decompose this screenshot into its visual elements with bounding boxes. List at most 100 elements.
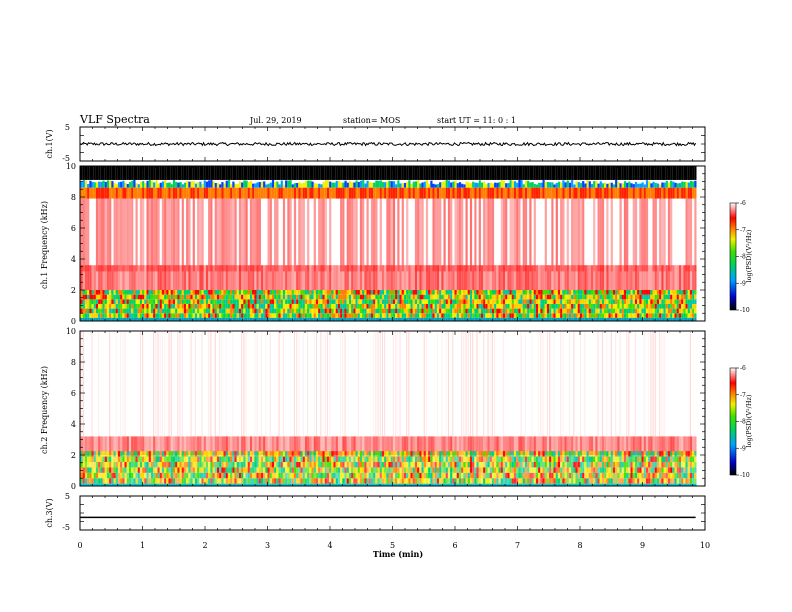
spectral-cell (322, 182, 325, 188)
spectral-cell (439, 472, 442, 479)
spectral-cell (333, 294, 336, 300)
spectral-cell (674, 166, 677, 180)
spectral-cell (280, 290, 283, 295)
spectral-cell (447, 467, 451, 473)
spectral-cell (447, 166, 451, 180)
spectral-cell (144, 299, 147, 304)
spectral-cell (190, 265, 193, 294)
spectral-cell (331, 166, 334, 180)
spectral-cell (375, 456, 378, 462)
spectral-cell (678, 187, 682, 199)
spectral-cell (95, 451, 99, 457)
spectral-cell (155, 303, 158, 309)
spectral-cell (432, 265, 435, 294)
spectral-cell (516, 166, 519, 180)
spectral-cell (194, 331, 196, 437)
spectral-cell (496, 308, 499, 314)
spectral-cell (296, 483, 299, 486)
spectral-cell (192, 303, 195, 309)
spectral-cell (373, 303, 376, 309)
spectral-cell (615, 294, 618, 300)
spectral-cell (579, 198, 583, 272)
spectral-cell (390, 198, 393, 272)
spectral-cell (208, 187, 211, 199)
spectral-cell (447, 317, 451, 321)
spectral-cell (111, 461, 114, 468)
spectral-cell (216, 456, 220, 462)
spectral-cell (443, 478, 446, 484)
spectral-cell (335, 461, 338, 468)
spectral-cell (113, 317, 116, 321)
spectral-cell (588, 187, 591, 199)
spectral-cell (432, 187, 435, 199)
spectral-cell (392, 313, 396, 318)
spectral-cell (443, 451, 446, 457)
spectral-cell (379, 308, 382, 314)
spectral-cell (626, 317, 629, 321)
spectral-cell (412, 265, 415, 294)
spectral-cell (258, 308, 261, 314)
spectral-cell (456, 183, 459, 188)
spectral-cell (379, 472, 382, 479)
spectral-cell (172, 467, 176, 473)
spectral-cell (221, 456, 224, 462)
spectral-cell (293, 299, 297, 304)
spectral-cell (164, 451, 167, 457)
spectral-cell (531, 265, 534, 294)
spectral-cell (296, 187, 299, 199)
spectral-cell (214, 290, 217, 295)
spectral-cell (115, 313, 118, 318)
spectral-cell (236, 294, 239, 300)
spectral-cell (106, 483, 110, 486)
spectral-cell (93, 182, 96, 188)
spectral-cell (685, 299, 688, 304)
spectral-cell (139, 331, 141, 437)
spectral-cell (445, 451, 448, 457)
spectral-cell (520, 303, 523, 309)
spectral-cell (452, 436, 455, 455)
spectral-cell (432, 317, 435, 321)
spectral-cell (291, 456, 294, 462)
spectral-cell (447, 472, 451, 479)
spectral-cell (370, 313, 374, 318)
spectral-cell (588, 265, 591, 294)
spectral-cell (571, 299, 574, 304)
spectral-cell (214, 198, 217, 272)
spectral-cell (500, 299, 503, 304)
spectral-cell (227, 290, 231, 295)
spectral-cell (199, 478, 202, 484)
spectral-cell (410, 456, 413, 462)
spectral-cell (590, 294, 594, 300)
spectral-cell (322, 187, 325, 199)
spectral-cell (300, 483, 303, 486)
spectral-cell (529, 290, 532, 295)
spectral-cell (474, 303, 477, 309)
spectral-cell (425, 308, 429, 314)
spectral-cell (342, 313, 345, 318)
spectral-cell (687, 290, 690, 295)
spectral-cell (199, 451, 202, 457)
spectral-cell (309, 436, 312, 455)
spectral-cell (212, 290, 215, 295)
spectral-cell (298, 294, 301, 300)
spectral-cell (219, 303, 222, 309)
spectral-cell (252, 317, 255, 321)
spectral-cell (100, 181, 103, 188)
spectral-cell (157, 313, 160, 318)
spectral-cell (577, 187, 580, 199)
spectral-cell (432, 456, 435, 462)
spectral-cell (395, 308, 398, 314)
spectral-cell (291, 308, 294, 314)
spectral-cell (260, 461, 264, 468)
spectral-cell (436, 299, 440, 304)
spectral-cell (199, 290, 202, 295)
spectral-cell (564, 290, 567, 295)
spectral-cell (458, 472, 462, 479)
spectral-cell (368, 187, 371, 199)
spectral-cell (346, 461, 349, 468)
spectral-cell (170, 299, 173, 304)
spectral-cell (232, 303, 235, 309)
spectral-cell (194, 436, 198, 455)
spectral-cell (296, 313, 299, 318)
spectral-cell (454, 303, 457, 309)
